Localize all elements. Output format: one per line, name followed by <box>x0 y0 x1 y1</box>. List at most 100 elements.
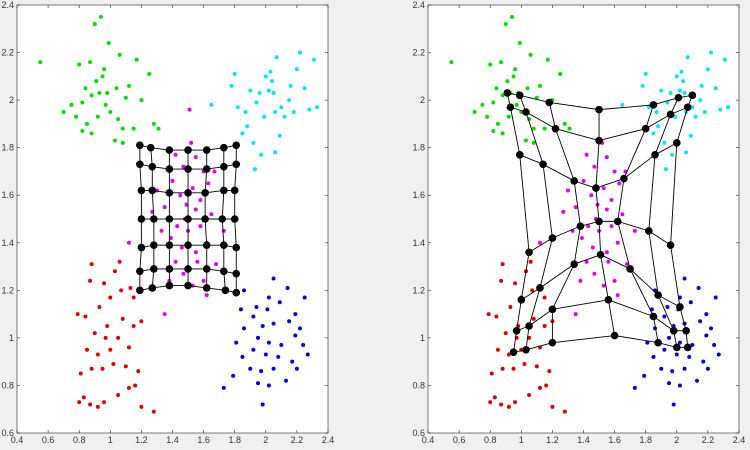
cluster-magenta-point <box>579 236 584 241</box>
cluster-magenta-point <box>620 212 625 217</box>
cluster-cyan-point <box>243 110 248 114</box>
cluster-green-point <box>500 131 505 136</box>
cluster-magenta-point <box>590 245 595 250</box>
grid-edge <box>654 142 678 156</box>
cluster-green-point <box>534 95 539 100</box>
grid-edge <box>617 221 631 270</box>
cluster-cyan-point <box>257 90 262 95</box>
cluster-blue-point <box>665 304 670 309</box>
cluster-green-point <box>499 60 504 65</box>
cluster-green-point <box>134 57 139 62</box>
grid-node <box>654 291 662 299</box>
cluster-red-point <box>508 304 513 309</box>
cluster-magenta-point <box>604 250 609 255</box>
grid-node <box>184 281 192 290</box>
cluster-cyan-point <box>282 114 287 119</box>
grid-node <box>230 186 239 195</box>
grid-edge <box>549 102 600 111</box>
cluster-cyan-point <box>699 83 704 88</box>
cluster-cyan-point <box>668 90 673 95</box>
grid-node <box>551 124 560 133</box>
grid-edge <box>525 111 556 130</box>
grid-edge <box>542 164 553 239</box>
plot-area <box>427 4 740 434</box>
grid-edge <box>519 94 550 103</box>
grid-node <box>165 189 174 197</box>
grid-node <box>595 217 603 226</box>
cluster-cyan <box>209 50 320 172</box>
cluster-cyan-point <box>670 152 675 157</box>
cluster-cyan-point <box>723 57 728 62</box>
cluster-red-point <box>139 319 144 324</box>
cluster-blue-point <box>301 343 306 348</box>
grid-edge <box>608 299 654 317</box>
grid-node <box>515 91 524 100</box>
x-tick-label: 0.8 <box>484 435 497 445</box>
cluster-red-point <box>120 316 125 321</box>
cluster-blue-point <box>259 369 264 374</box>
grid-node <box>230 215 239 223</box>
cluster-blue-point <box>242 288 247 293</box>
cluster-blue-point <box>256 335 261 340</box>
cluster-red-point <box>506 352 511 357</box>
grid-node <box>673 139 681 147</box>
grid-edge <box>607 299 616 336</box>
grid-node <box>522 108 530 116</box>
cluster-magenta-point <box>178 193 183 198</box>
cluster-blue-point <box>305 352 310 357</box>
grid-edge <box>657 294 675 331</box>
cluster-cyan-point <box>262 114 267 119</box>
cluster-magenta-point <box>606 259 611 264</box>
cluster-blue-point <box>705 366 710 371</box>
cluster-cyan-point <box>235 105 240 110</box>
grid-node <box>201 189 209 197</box>
grid-node <box>539 160 547 169</box>
grid-edge <box>151 190 155 220</box>
cluster-cyan-point <box>659 88 664 93</box>
cluster-blue-point <box>271 366 276 371</box>
cluster-red-point <box>75 312 80 317</box>
cluster-blue-point <box>716 352 721 357</box>
cluster-red-point <box>500 366 505 371</box>
cluster-green-point <box>525 86 530 91</box>
cluster-blue-point <box>238 307 243 312</box>
cluster-cyan-point <box>259 152 264 157</box>
cluster-green-point <box>545 57 550 62</box>
cluster-magenta-point <box>162 312 167 317</box>
cluster-blue <box>632 276 721 407</box>
cluster-blue-point <box>265 307 270 312</box>
cluster-blue-point <box>688 300 693 305</box>
cluster-red-point <box>513 281 518 286</box>
grid-node <box>683 343 692 352</box>
cluster-blue-point <box>704 333 709 338</box>
grid-edge <box>573 226 581 265</box>
cluster-cyan-point <box>662 140 667 145</box>
x-tick-label: 2.2 <box>291 435 304 445</box>
x-tick-label: 1.8 <box>639 435 652 445</box>
cluster-green-point <box>38 60 43 65</box>
grid-node <box>136 160 144 169</box>
grid-node <box>688 91 697 100</box>
x-tick-label: 2.4 <box>322 435 335 445</box>
grid-node <box>503 89 512 97</box>
cluster-red-point <box>139 404 144 409</box>
cluster-blue-point <box>287 319 292 324</box>
grid-edge <box>600 254 631 270</box>
cluster-cyan-point <box>656 124 661 129</box>
cluster-magenta-point <box>617 181 622 186</box>
cluster-magenta-point <box>173 152 178 157</box>
y-tick-label: 1.6 <box>412 190 425 200</box>
cluster-green-point <box>100 74 105 79</box>
cluster-red-point <box>547 369 552 374</box>
grid-node <box>136 267 144 276</box>
grid-edge <box>648 230 671 246</box>
cluster-blue-point <box>667 381 672 386</box>
cluster-green-point <box>106 41 111 46</box>
grid-node <box>512 326 521 335</box>
y-tick-label: 1.6 <box>1 190 14 200</box>
grid-edge <box>654 114 672 155</box>
grid-node <box>666 110 675 119</box>
grid-node <box>220 267 228 276</box>
grid-node <box>136 141 144 150</box>
cluster-magenta-point <box>221 228 226 233</box>
